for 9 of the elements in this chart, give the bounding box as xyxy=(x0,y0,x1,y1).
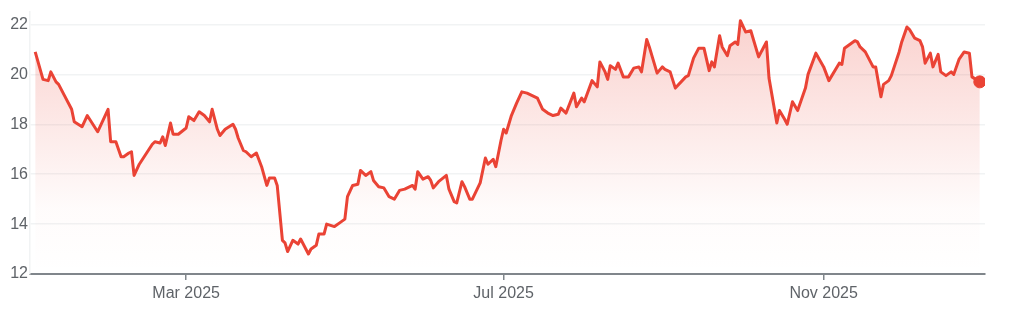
y-tick-label: 18 xyxy=(10,114,29,132)
x-tick-label: Jul 2025 xyxy=(473,284,534,302)
y-tick-label: 16 xyxy=(10,164,29,182)
y-tick-label: 22 xyxy=(10,14,29,32)
y-tick-label: 20 xyxy=(10,64,29,82)
y-tick-label: 12 xyxy=(10,264,29,282)
y-tick-label: 14 xyxy=(10,214,29,232)
x-tick-label: Nov 2025 xyxy=(789,284,859,302)
x-tick-label: Mar 2025 xyxy=(152,284,221,302)
